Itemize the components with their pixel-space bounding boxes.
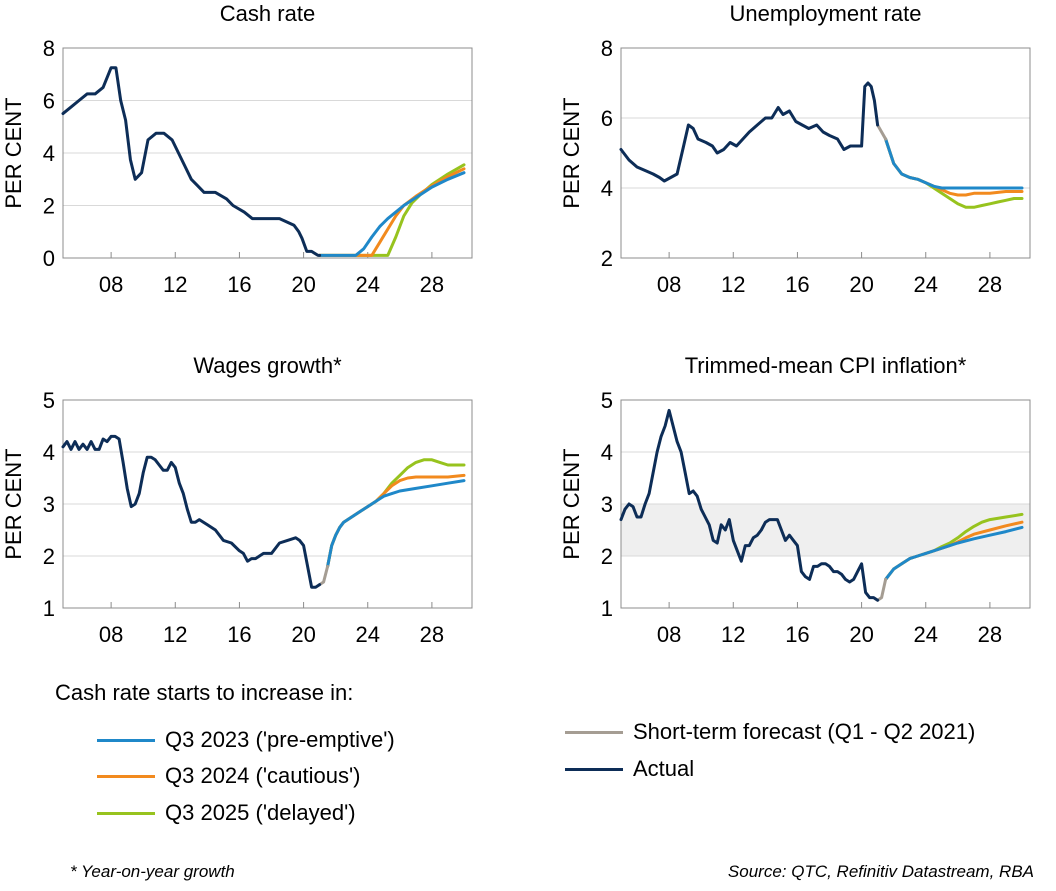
x-tick-label: 16 — [227, 622, 251, 647]
legend-swatch-cautious — [97, 774, 155, 778]
footnote: * Year-on-year growth — [70, 862, 235, 881]
legend-item-cautious: Q3 2024 ('cautious') — [97, 760, 361, 792]
x-tick-label: 16 — [785, 272, 809, 297]
plot-frame — [620, 399, 1031, 609]
plot-frame — [620, 47, 1031, 259]
y-tick-label: 2 — [601, 544, 613, 569]
y-tick-label: 5 — [601, 388, 613, 413]
x-tick-label: 12 — [721, 272, 745, 297]
y-axis-label: PER CENT — [1, 97, 26, 208]
legend-title: Cash rate starts to increase in: — [55, 680, 354, 705]
x-tick-label: 08 — [99, 272, 123, 297]
series-line-actual: Actual — [61, 434, 322, 589]
x-tick-label: 24 — [356, 622, 380, 647]
y-tick-label: 2 — [43, 544, 55, 569]
y-tick-label: 2 — [43, 194, 55, 219]
y-tick-label: 3 — [601, 492, 613, 517]
series-line-delayed: Q3 2025 ('delayed') — [318, 163, 466, 257]
x-tick-label: 08 — [657, 272, 681, 297]
source-note: Source: QTC, Refinitiv Datastream, RBA — [727, 862, 1034, 881]
x-tick-label: 20 — [849, 622, 873, 647]
target-band — [621, 504, 1030, 556]
legend-label-actual: Actual — [633, 756, 695, 781]
legend-label-pre-emptive: Q3 2023 ('pre-emptive') — [165, 727, 395, 752]
series-line-short-term: Short-term forecast (Q1 - Q2 2021) — [318, 564, 330, 587]
y-tick-label: 4 — [43, 440, 55, 465]
y-tick-label: 4 — [601, 440, 613, 465]
y-tick-label: 1 — [601, 596, 613, 621]
plot-frame — [62, 47, 473, 259]
x-tick-label: 16 — [785, 622, 809, 647]
series-line-pre-emptive: Q3 2023 ('pre-emptive') — [318, 171, 466, 257]
x-tick-label: 24 — [356, 272, 380, 297]
series-line-cautious: Q3 2024 ('cautious') — [318, 167, 466, 257]
legend-swatch-actual — [565, 767, 623, 771]
series-line-delayed: Q3 2025 ('delayed') — [884, 137, 1024, 209]
series-line-pre-emptive: Q3 2023 ('pre-emptive') — [326, 479, 466, 568]
x-tick-label: 24 — [914, 622, 938, 647]
y-tick-label: 2 — [601, 246, 613, 271]
panel-title: Unemployment rate — [730, 1, 922, 26]
series-line-short-term: Short-term forecast (Q1 - Q2 2021) — [876, 577, 888, 602]
x-tick-label: 08 — [657, 622, 681, 647]
x-tick-label: 28 — [978, 622, 1002, 647]
x-tick-label: 16 — [227, 272, 251, 297]
panel-title: Trimmed-mean CPI inflation* — [685, 353, 967, 378]
y-tick-label: 3 — [43, 492, 55, 517]
legend-swatch-delayed — [97, 811, 155, 815]
y-tick-label: 6 — [43, 89, 55, 114]
legend-item-actual: Actual — [565, 753, 694, 785]
panel-title: Wages growth* — [193, 353, 342, 378]
series-line-actual: Actual — [619, 408, 880, 602]
panel-title: Cash rate — [220, 1, 315, 26]
legend-label-short-term: Short-term forecast (Q1 - Q2 2021) — [633, 719, 976, 744]
y-tick-label: 8 — [601, 36, 613, 61]
x-tick-label: 24 — [914, 272, 938, 297]
y-tick-label: 0 — [43, 246, 55, 271]
series-line-pre-emptive: Q3 2023 ('pre-emptive') — [884, 137, 1024, 190]
y-tick-label: 8 — [43, 36, 55, 61]
y-tick-label: 5 — [43, 388, 55, 413]
legend-swatch-pre-emptive — [97, 738, 155, 742]
x-tick-label: 28 — [420, 622, 444, 647]
x-tick-label: 20 — [291, 272, 315, 297]
y-axis-label: PER CENT — [559, 97, 584, 208]
x-tick-label: 08 — [99, 622, 123, 647]
x-tick-label: 12 — [163, 272, 187, 297]
series-line-pre-emptive: Q3 2023 ('pre-emptive') — [884, 525, 1024, 581]
legend-item-delayed: Q3 2025 ('delayed') — [97, 797, 356, 829]
y-tick-label: 1 — [43, 596, 55, 621]
y-tick-label: 4 — [43, 141, 55, 166]
x-tick-label: 20 — [849, 272, 873, 297]
legend-swatch-short-term — [565, 730, 623, 734]
legend-label-delayed: Q3 2025 ('delayed') — [165, 800, 356, 825]
legend-label-cautious: Q3 2024 ('cautious') — [165, 763, 361, 788]
legend-item-short-term: Short-term forecast (Q1 - Q2 2021) — [565, 716, 975, 748]
plot-frame — [62, 399, 473, 609]
x-tick-label: 20 — [291, 622, 315, 647]
y-axis-label: PER CENT — [1, 448, 26, 559]
y-tick-label: 4 — [601, 176, 613, 201]
series-line-actual: Actual — [61, 66, 322, 257]
series-line-short-term: Short-term forecast (Q1 - Q2 2021) — [876, 123, 888, 141]
legend-item-pre-emptive: Q3 2023 ('pre-emptive') — [97, 724, 395, 756]
x-tick-label: 28 — [420, 272, 444, 297]
x-tick-label: 28 — [978, 272, 1002, 297]
x-tick-label: 12 — [721, 622, 745, 647]
series-line-actual: Actual — [619, 81, 880, 183]
x-tick-label: 12 — [163, 622, 187, 647]
y-axis-label: PER CENT — [559, 448, 584, 559]
y-tick-label: 6 — [601, 106, 613, 131]
